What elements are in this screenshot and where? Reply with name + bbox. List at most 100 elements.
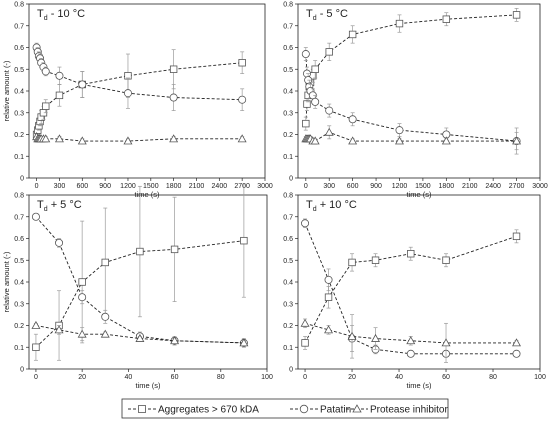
- series-line-patatin: [305, 54, 517, 142]
- y-tick-label: 0.6: [283, 45, 293, 52]
- x-tick-label: 600: [76, 183, 88, 190]
- series-patatin: [301, 47, 521, 151]
- chart-panel-4: 0 20 40 60 80 100 0 0.1 0.2 0.3 0.4 0.5 0.6 0.7 0.8 tim…: [283, 193, 546, 391]
- data-point-protease-inhibitor: [324, 127, 334, 136]
- data-point-protease-inhibitor: [310, 136, 320, 145]
- panel-title: Td + 10 °C: [306, 199, 357, 213]
- data-point-aggregates: [407, 250, 415, 258]
- y-tick-label: 0.1: [283, 154, 293, 161]
- data-point-patatin: [301, 219, 310, 228]
- data-point-aggregates: [348, 30, 357, 39]
- x-tick-label: 1800: [166, 183, 182, 190]
- data-point-aggregates: [301, 339, 309, 347]
- data-point-protease-inhibitor: [31, 320, 41, 329]
- x-tick-label: 600: [347, 183, 359, 190]
- y-tick-label: 0.8: [283, 2, 293, 9]
- data-point-patatin: [78, 293, 87, 302]
- data-point-patatin: [238, 95, 247, 104]
- data-point-protease-inhibitor: [441, 338, 451, 347]
- x-axis-label: time (s): [135, 190, 161, 199]
- x-tick-label: 2700: [509, 183, 525, 190]
- panel-title-main: T: [37, 199, 44, 211]
- y-tick-label: 0.8: [283, 193, 293, 200]
- x-tick-label: 0: [35, 183, 39, 190]
- data-point-patatin: [101, 312, 110, 321]
- y-axis-label: relative amount (-): [2, 60, 11, 121]
- x-tick-label: 80: [217, 374, 225, 381]
- data-point-patatin: [31, 212, 40, 221]
- x-tick-label: 60: [171, 374, 179, 381]
- data-point-protease-inhibitor: [77, 136, 87, 145]
- data-point-protease-inhibitor: [324, 325, 334, 334]
- data-point-aggregates: [324, 293, 333, 301]
- series-line-protease-inhibitor: [36, 136, 243, 142]
- x-tick-label: 300: [54, 183, 66, 190]
- series-aggregates: [302, 7, 521, 131]
- data-point-aggregates: [169, 65, 178, 73]
- data-point-aggregates: [395, 19, 404, 28]
- data-point-aggregates: [55, 91, 64, 100]
- x-tick-label: 2700: [234, 183, 250, 190]
- y-axis-label: relative amount (-): [2, 251, 11, 312]
- data-point-patatin: [325, 106, 334, 115]
- y-tick-label: 0.1: [14, 154, 24, 161]
- data-point-aggregates: [348, 258, 356, 267]
- data-point-protease-inhibitor: [54, 134, 64, 143]
- legend: Aggregates > 670 kDA Patatin Protease in…: [121, 398, 448, 419]
- legend-label-patatin: Patatin: [320, 405, 351, 416]
- data-point-aggregates: [136, 247, 144, 256]
- data-point-protease-inhibitor: [512, 338, 521, 347]
- y-tick-label: 0.5: [283, 67, 293, 74]
- x-tick-label: 1200: [120, 183, 136, 190]
- data-point-protease-inhibitor: [100, 329, 110, 338]
- y-tick-label: 0.7: [14, 23, 24, 30]
- x-tick-label: 60: [442, 374, 450, 381]
- series-line-protease-inhibitor: [305, 131, 517, 142]
- panel-title-subscript: d: [313, 15, 317, 22]
- x-tick-label: 2100: [462, 183, 478, 190]
- data-point-protease-inhibitor: [237, 134, 247, 143]
- data-point-protease-inhibitor: [371, 333, 381, 342]
- series-protease-inhibitor: [32, 132, 247, 145]
- x-axis-label: time (s): [407, 381, 433, 390]
- panel-title-rest: - 10 °C: [48, 8, 85, 20]
- panel-title: Td - 5 °C: [306, 8, 348, 22]
- data-point-aggregates: [78, 278, 86, 286]
- y-tick-label: 0.2: [14, 323, 24, 330]
- x-tick-label: 100: [261, 374, 273, 381]
- panel-title-subscript: d: [313, 206, 317, 213]
- data-point-patatin: [311, 97, 320, 106]
- data-point-aggregates: [442, 15, 451, 23]
- data-point-aggregates: [512, 232, 521, 241]
- x-tick-label: 40: [124, 374, 132, 381]
- plot-frame: [297, 3, 541, 179]
- data-point-protease-inhibitor: [512, 136, 522, 145]
- x-tick-label: 300: [323, 183, 335, 190]
- x-tick-label: 20: [78, 374, 86, 381]
- y-tick-label: 0.5: [14, 67, 24, 74]
- data-point-aggregates: [512, 11, 521, 19]
- legend-label-aggregates: Aggregates > 670 kDA: [158, 405, 259, 416]
- data-point-protease-inhibitor: [348, 136, 358, 145]
- y-tick-label: 0.6: [14, 236, 24, 243]
- panel-title-rest: + 10 °C: [317, 199, 357, 211]
- x-tick-label: 0: [304, 183, 308, 190]
- panel-title-rest: + 5 °C: [48, 199, 82, 211]
- series-aggregates: [301, 229, 521, 350]
- panel-title-subscript: d: [44, 206, 48, 213]
- data-point-protease-inhibitor: [54, 325, 64, 334]
- y-tick-label: 0.1: [14, 345, 24, 352]
- y-tick-label: 0.6: [283, 236, 293, 243]
- data-point-patatin: [55, 238, 64, 247]
- data-point-aggregates: [302, 119, 310, 128]
- x-axis-label: time (s): [407, 190, 433, 199]
- y-tick-label: 0.3: [283, 110, 293, 117]
- y-tick-label: 0.4: [14, 280, 24, 287]
- y-tick-label: 0.2: [283, 132, 293, 139]
- chart-panels: 0 300 600 900 1200 1500 1800 2100 2400 2700 300000…: [2, 2, 548, 391]
- legend-marker-triangle: [352, 404, 362, 413]
- y-tick-label: 0.7: [283, 214, 293, 221]
- series-protease-inhibitor: [31, 320, 249, 347]
- legend-label-protease: Protease inhibitor: [370, 405, 448, 416]
